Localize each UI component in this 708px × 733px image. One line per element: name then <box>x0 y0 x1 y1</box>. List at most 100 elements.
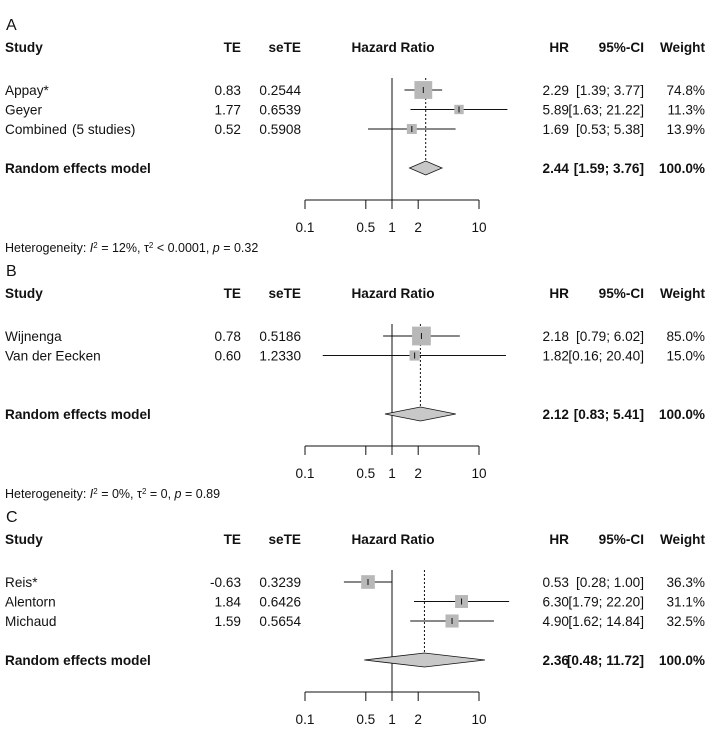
header-study: Study <box>5 286 43 301</box>
x-axis-tick-label: 2 <box>414 712 422 727</box>
model-label: Random effects model <box>5 161 151 176</box>
study-hr: 6.30 <box>543 595 570 610</box>
study-weight: 31.1% <box>666 595 705 610</box>
study-name: Michaud <box>5 614 56 629</box>
study-ci: [1.39; 3.77] <box>576 83 644 98</box>
model-diamond <box>384 406 456 422</box>
model-weight: 100.0% <box>659 407 705 422</box>
study-name: Geyer <box>5 103 42 118</box>
study-sete: 0.5186 <box>259 329 301 344</box>
study-hr: 1.82 <box>543 349 569 364</box>
x-axis-tick-label: 10 <box>471 466 487 481</box>
heterogeneity-text: Heterogeneity: I2 = 12%, τ2 < 0.0001, p … <box>5 241 258 256</box>
heterogeneity-text: Heterogeneity: I2 = 0%, τ2 = 0, p = 0.89 <box>5 487 220 502</box>
heterogeneity-part: = 0.32 <box>220 241 259 255</box>
model-label: Random effects model <box>5 407 151 422</box>
study-hr: 0.53 <box>543 575 569 590</box>
study-sete: 1.2330 <box>259 349 301 364</box>
heterogeneity-part: p <box>174 487 182 501</box>
heterogeneity-part: Heterogeneity: <box>5 241 90 255</box>
study-name-text: Alentorn <box>5 595 56 610</box>
heterogeneity-part: 2 <box>149 241 154 250</box>
header-ci: 95%-CI <box>599 532 644 547</box>
study-sete: 0.5654 <box>259 614 301 629</box>
header-te: TE <box>224 286 241 301</box>
heterogeneity-part: < 0.0001, <box>153 241 212 255</box>
model-diamond <box>364 652 486 668</box>
panel-label: A <box>6 17 17 34</box>
x-axis-tick-label: 1 <box>388 220 396 235</box>
study-name: Combined (5 studies) <box>5 122 135 137</box>
study-name: Van der Eecken <box>5 349 101 364</box>
study-hr: 1.69 <box>543 122 569 137</box>
header-hazard-ratio: Hazard Ratio <box>351 532 434 547</box>
header-te: TE <box>224 532 241 547</box>
x-axis-tick-label: 0.5 <box>356 220 375 235</box>
model-diamond <box>408 160 444 176</box>
study-te: 0.83 <box>215 83 241 98</box>
header-sete: seTE <box>269 40 302 55</box>
header-sete: seTE <box>269 532 302 547</box>
x-axis-tick-label: 0.1 <box>296 466 315 481</box>
study-sete: 0.3239 <box>259 575 301 590</box>
study-name-text: Appay* <box>5 83 50 98</box>
x-axis-tick-label: 0.5 <box>356 466 375 481</box>
study-ci: [0.79; 6.02] <box>576 329 644 344</box>
study-name-suffix: (5 studies) <box>72 122 135 137</box>
header-te: TE <box>224 40 241 55</box>
study-sete: 0.6539 <box>259 103 301 118</box>
study-te: -0.63 <box>210 575 241 590</box>
heterogeneity-part: τ <box>137 487 142 501</box>
study-te: 0.60 <box>215 349 242 364</box>
model-ci: [0.48; 11.72] <box>567 653 644 668</box>
study-weight: 11.3% <box>667 103 705 118</box>
header-sete: seTE <box>269 286 302 301</box>
model-weight: 100.0% <box>659 161 705 176</box>
header-ci: 95%-CI <box>599 40 644 55</box>
study-te: 0.78 <box>215 329 241 344</box>
x-axis-tick-label: 0.5 <box>356 712 375 727</box>
heterogeneity-part: I <box>90 487 94 501</box>
study-name: Wijnenga <box>5 329 62 344</box>
x-axis-tick-label: 2 <box>414 220 422 235</box>
x-axis-tick-label: 2 <box>414 466 422 481</box>
study-sete: 0.6426 <box>259 595 301 610</box>
study-weight: 85.0% <box>666 329 705 344</box>
study-sete: 0.5908 <box>259 122 301 137</box>
model-weight: 100.0% <box>659 653 705 668</box>
heterogeneity-part: I <box>90 241 94 255</box>
study-hr: 2.18 <box>543 329 569 344</box>
study-name: Appay* <box>5 83 50 98</box>
x-axis-tick-label: 10 <box>471 712 487 727</box>
study-te: 1.77 <box>215 103 241 118</box>
heterogeneity-part: 2 <box>93 241 98 250</box>
study-weight: 32.5% <box>666 614 705 629</box>
study-hr: 4.90 <box>543 614 570 629</box>
study-name: Alentorn <box>5 595 56 610</box>
header-hr: HR <box>549 286 569 301</box>
model-hr: 2.44 <box>543 161 570 176</box>
x-axis-tick-label: 1 <box>388 466 396 481</box>
x-axis-tick-label: 0.1 <box>296 220 315 235</box>
study-ci: [1.63; 21.22] <box>568 103 644 118</box>
model-hr: 2.36 <box>543 653 570 668</box>
study-weight: 36.3% <box>666 575 705 590</box>
x-axis-tick-label: 10 <box>471 220 487 235</box>
heterogeneity-part: Heterogeneity: <box>5 487 90 501</box>
header-weight: Weight <box>660 40 706 55</box>
x-axis-tick-label: 0.1 <box>296 712 315 727</box>
study-weight: 15.0% <box>666 349 705 364</box>
header-study: Study <box>5 532 43 547</box>
study-name-text: Wijnenga <box>5 329 62 344</box>
study-te: 1.84 <box>215 595 242 610</box>
heterogeneity-part: = 0%, <box>98 487 137 501</box>
study-weight: 13.9% <box>666 122 705 137</box>
forest-panel-a: A Study TE seTE Hazard Ratio HR 95%-CI Weight Ap… <box>5 17 705 255</box>
study-name-text: Combined <box>5 122 67 137</box>
heterogeneity-part: = 0.89 <box>182 487 221 501</box>
model-ci: [1.59; 3.76] <box>574 161 644 176</box>
study-name-text: Van der Eecken <box>5 349 101 364</box>
study-name-text: Reis* <box>5 575 38 590</box>
study-sete: 0.2544 <box>259 83 301 98</box>
